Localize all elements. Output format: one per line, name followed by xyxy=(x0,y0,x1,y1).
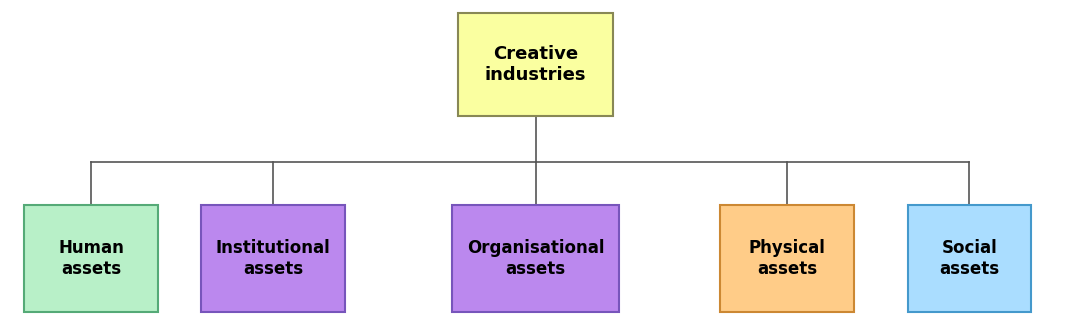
FancyBboxPatch shape xyxy=(720,205,855,312)
FancyBboxPatch shape xyxy=(458,13,613,116)
Text: Organisational
assets: Organisational assets xyxy=(467,239,604,278)
FancyBboxPatch shape xyxy=(453,205,619,312)
FancyBboxPatch shape xyxy=(25,205,159,312)
Text: Creative
industries: Creative industries xyxy=(485,45,586,84)
Text: Human
assets: Human assets xyxy=(58,239,124,278)
Text: Physical
assets: Physical assets xyxy=(749,239,826,278)
Text: Social
assets: Social assets xyxy=(939,239,999,278)
Text: Institutional
assets: Institutional assets xyxy=(215,239,331,278)
FancyBboxPatch shape xyxy=(908,205,1031,312)
FancyBboxPatch shape xyxy=(201,205,346,312)
